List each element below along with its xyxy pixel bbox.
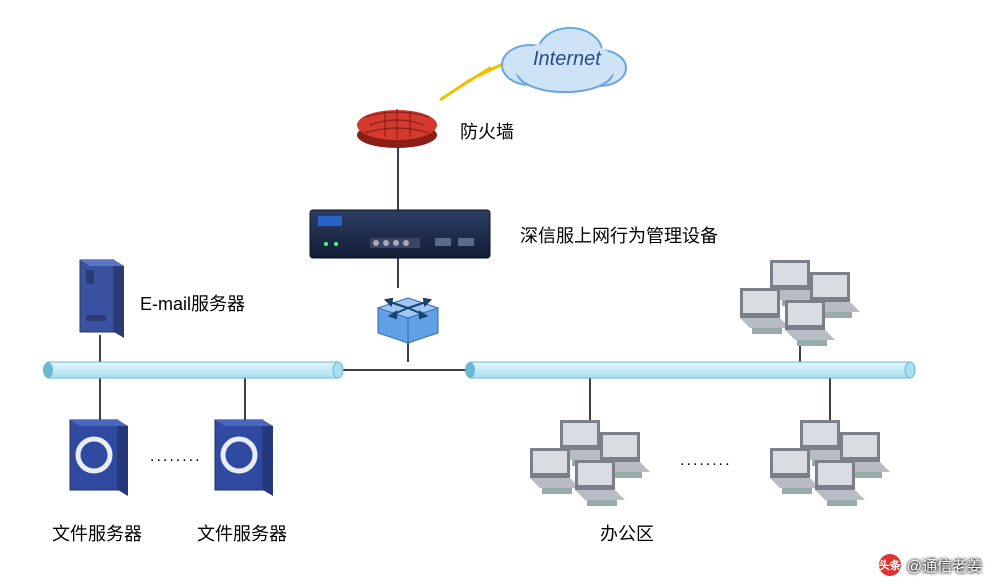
- file-server-right-icon: [215, 420, 273, 496]
- pc-cluster-icon: [770, 420, 890, 506]
- email-server-label: E-mail服务器: [140, 290, 245, 316]
- router-icon: [378, 298, 438, 343]
- file-server-right-label: 文件服务器: [197, 520, 287, 546]
- network-bus-right: [465, 362, 915, 378]
- internet-label: Internet: [533, 48, 601, 71]
- appliance-label: 深信服上网行为管理设备: [520, 222, 718, 248]
- pc-cluster-icon: [530, 420, 650, 506]
- watermark-icon: 头条: [879, 554, 901, 576]
- management-appliance-icon: [310, 210, 490, 258]
- ellipsis-pcs: ........: [680, 452, 732, 470]
- ellipsis-files: ........: [150, 448, 202, 466]
- firewall-icon: [357, 109, 437, 148]
- firewall-label: 防火墙: [460, 118, 514, 144]
- office-area-label: 办公区: [600, 520, 654, 546]
- watermark-handle: @通信老姜: [907, 555, 982, 576]
- file-server-left-icon: [70, 420, 128, 496]
- file-server-left-label: 文件服务器: [52, 520, 142, 546]
- watermark: 头条 @通信老姜: [879, 554, 982, 576]
- email-server-icon: [80, 260, 124, 338]
- pc-cluster-icon: [740, 260, 860, 346]
- network-bus-left: [43, 362, 343, 378]
